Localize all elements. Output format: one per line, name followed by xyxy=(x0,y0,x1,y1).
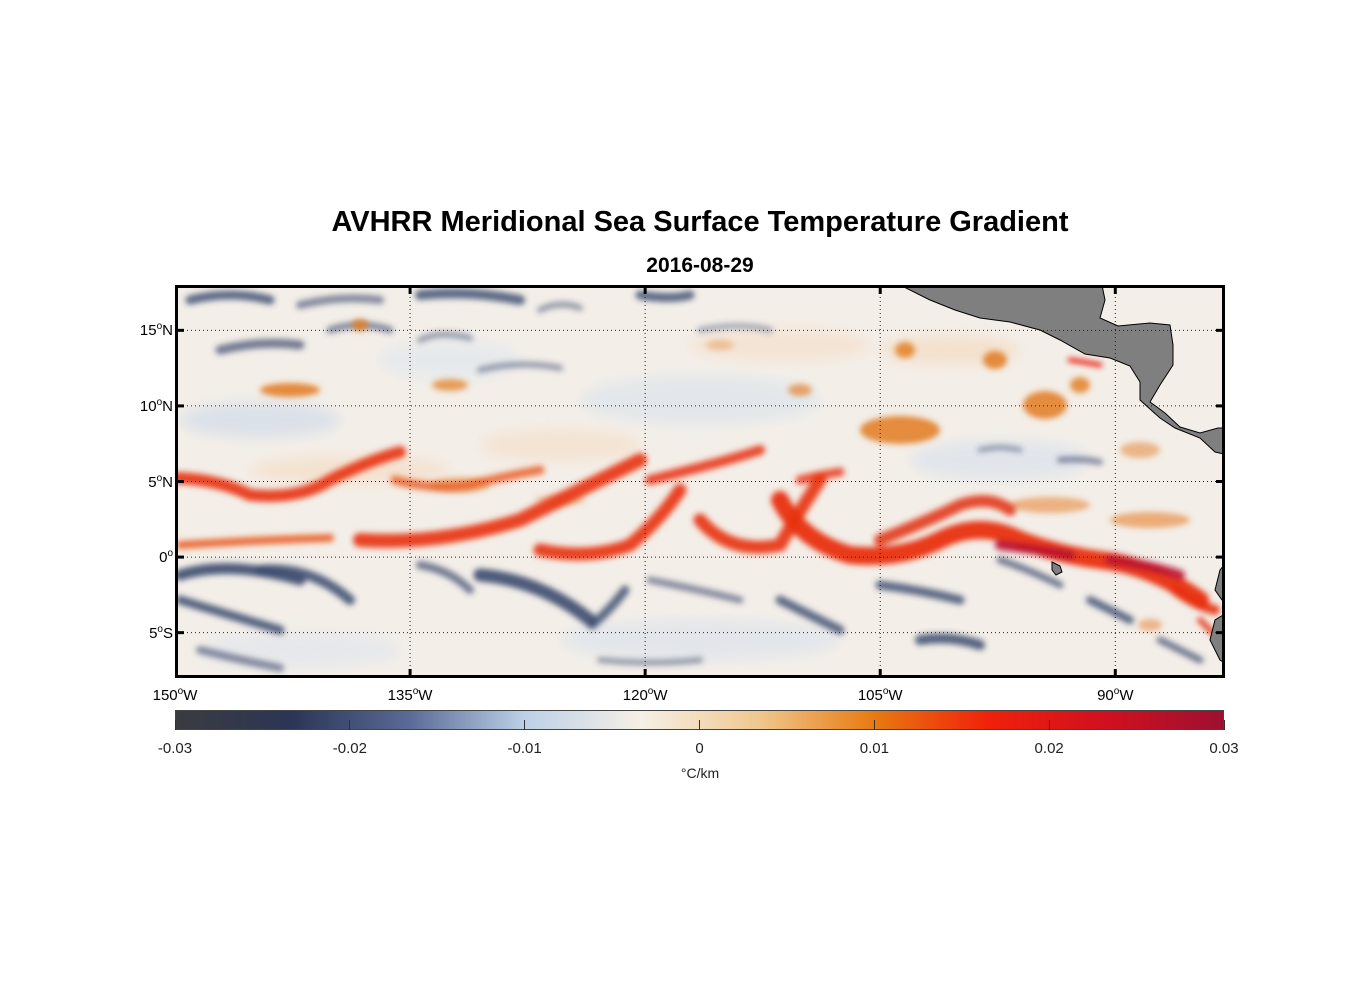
colorbar-tick-label: -0.02 xyxy=(332,740,367,757)
colorbar-tick-label: 0 xyxy=(695,740,704,757)
map-panel xyxy=(175,285,1225,678)
lon-label: 120oW xyxy=(622,686,668,704)
lat-label: 10oN xyxy=(139,396,173,415)
strong-positive-fronts xyxy=(178,357,1220,638)
land-mass xyxy=(904,288,1222,662)
map-title: AVHRR Meridional Sea Surface Temperature… xyxy=(331,206,1069,238)
graticule xyxy=(178,288,1222,675)
colorbar-tick-label: 0.01 xyxy=(859,740,889,757)
lat-label: 0o xyxy=(159,548,173,567)
colorbar-unit: °C/km xyxy=(680,765,720,781)
colorbar-tick xyxy=(349,720,351,730)
sst-gradient-map xyxy=(178,288,1222,675)
colorbar-tick-label: -0.03 xyxy=(157,740,193,757)
colorbar-tick-label: 0.03 xyxy=(1209,740,1239,757)
lat-label: 15oN xyxy=(139,321,173,340)
lon-label: 90oW xyxy=(1097,686,1134,704)
colorbar-tick-label: 0.02 xyxy=(1034,740,1064,757)
colorbar-tick xyxy=(1223,720,1225,730)
south-america-coast-north xyxy=(1214,566,1222,601)
galapagos-islands xyxy=(1051,561,1063,576)
lon-label: 150oW xyxy=(152,686,198,704)
lon-label: 135oW xyxy=(387,686,433,704)
colorbar-tick xyxy=(524,720,526,730)
south-america-coast-south xyxy=(1209,615,1222,662)
central-america-land xyxy=(904,288,1222,455)
colorbar-tick xyxy=(1048,720,1050,730)
colorbar-tick xyxy=(699,720,700,730)
map-date: 2016-08-29 xyxy=(646,254,754,277)
colorbar-tick-label: -0.01 xyxy=(507,740,542,757)
negative-gradient-streaks xyxy=(178,288,1204,672)
lat-label: 5oN xyxy=(148,472,173,491)
lat-label: 5oS xyxy=(149,623,173,642)
frame-ticks xyxy=(178,288,1222,675)
colorbar-tick xyxy=(873,720,875,730)
colorbar-tick xyxy=(174,720,176,730)
lon-label: 105oW xyxy=(857,686,903,704)
